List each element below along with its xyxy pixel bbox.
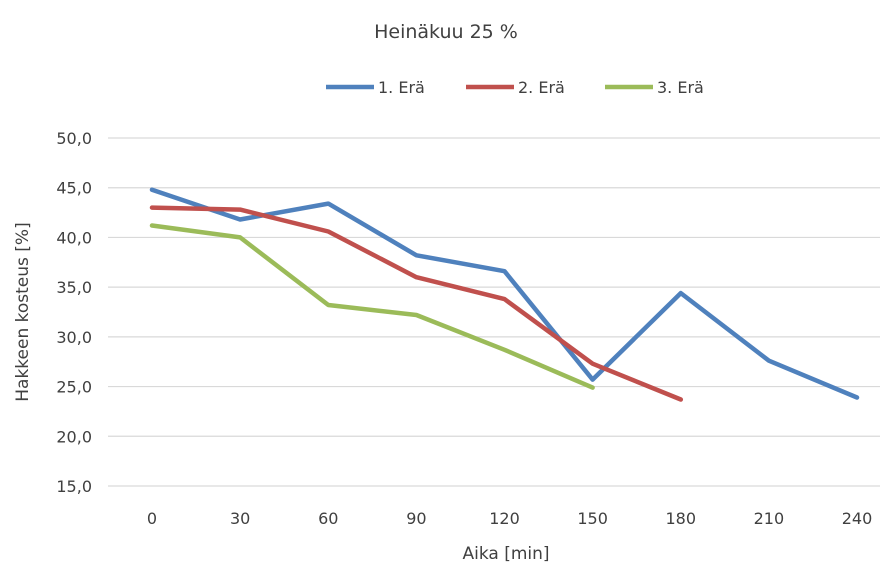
- series-lines: [149, 187, 860, 402]
- x-tick-label: 210: [754, 509, 785, 528]
- x-axis-label: Aika [min]: [462, 544, 549, 564]
- x-axis-ticks: 0 30 60 90 120 150 180 210 240: [147, 509, 872, 528]
- x-tick-label: 150: [577, 509, 608, 528]
- series-line-2: [149, 205, 684, 402]
- legend: 1. Erä 2. Erä 3. Erä: [326, 78, 704, 97]
- y-tick-label: 20,0: [56, 427, 92, 446]
- y-axis-label: Hakkeen kosteus [%]: [13, 222, 33, 401]
- y-tick-label: 50,0: [56, 129, 92, 148]
- y-axis-ticks: 15,0 20,0 25,0 30,0 35,0 40,0 45,0 50,0: [56, 129, 92, 496]
- legend-label-3: 3. Erä: [657, 78, 704, 97]
- x-tick-label: 240: [842, 509, 873, 528]
- gridlines: [108, 137, 880, 487]
- x-tick-label: 90: [406, 509, 426, 528]
- series-line-3: [149, 223, 595, 390]
- y-tick-label: 25,0: [56, 378, 92, 397]
- y-tick-label: 30,0: [56, 328, 92, 347]
- y-tick-label: 15,0: [56, 477, 92, 496]
- x-tick-label: 60: [318, 509, 338, 528]
- y-tick-label: 40,0: [56, 228, 92, 247]
- x-tick-label: 0: [147, 509, 157, 528]
- x-tick-label: 180: [665, 509, 696, 528]
- x-tick-label: 120: [489, 509, 520, 528]
- y-tick-label: 35,0: [56, 278, 92, 297]
- x-tick-label: 30: [230, 509, 250, 528]
- chart-title: Heinäkuu 25 %: [374, 21, 518, 43]
- series-line-1: [149, 187, 860, 400]
- y-tick-label: 45,0: [56, 179, 92, 198]
- legend-label-2: 2. Erä: [518, 78, 565, 97]
- legend-label-1: 1. Erä: [378, 78, 425, 97]
